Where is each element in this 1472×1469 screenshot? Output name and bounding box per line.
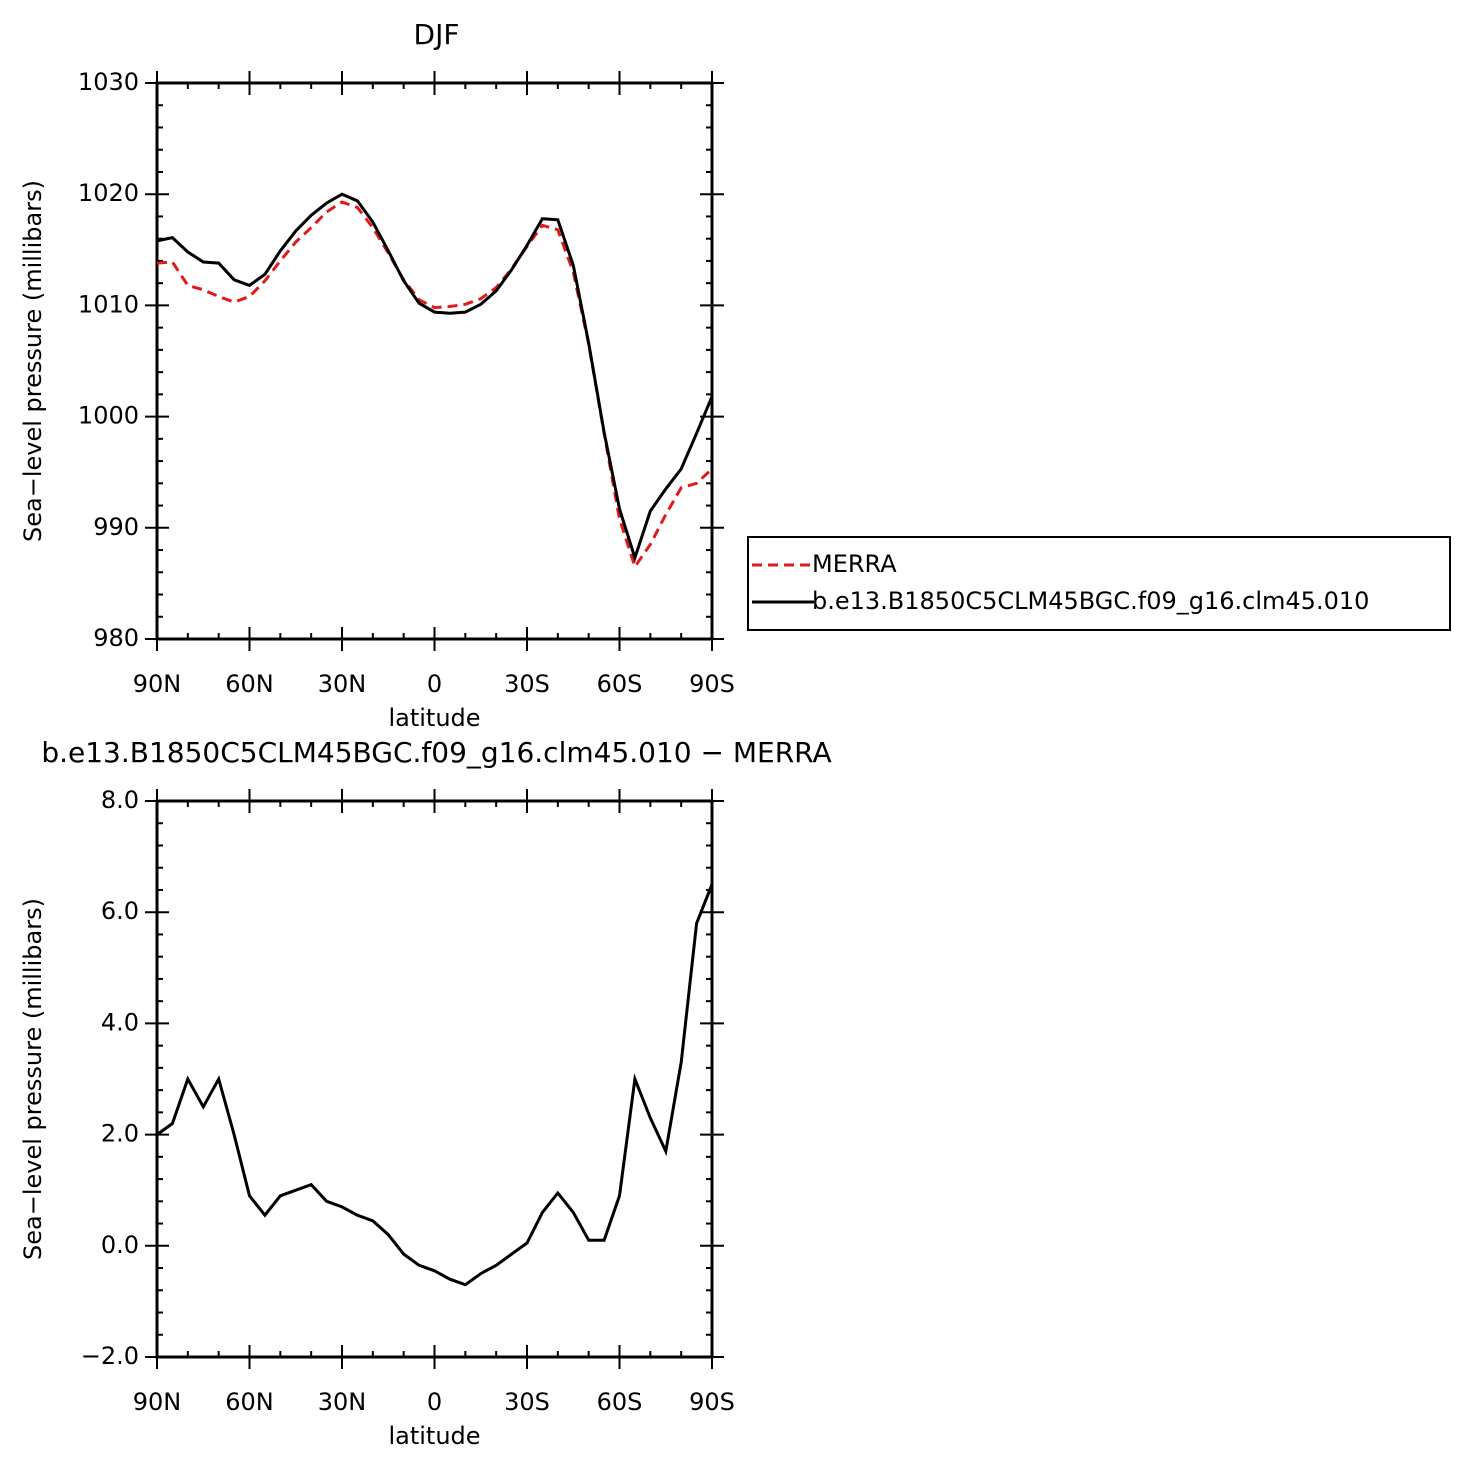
y-tick-label: 6.0	[101, 897, 139, 925]
x-tick-label: 90S	[689, 670, 735, 698]
y-tick-label: 1010	[78, 290, 139, 318]
y-tick-label: 1000	[78, 402, 139, 430]
x-tick-label: 30S	[504, 670, 550, 698]
y-axis-label: Sea−level pressure (millibars)	[19, 898, 47, 1260]
chart-title: b.e13.B1850C5CLM45BGC.f09_g16.clm45.010 …	[41, 736, 831, 769]
legend-label: MERRA	[812, 550, 897, 578]
y-axis-label: Sea−level pressure (millibars)	[19, 180, 47, 542]
plot-frame	[155, 799, 714, 1359]
y-tick-label: 990	[93, 513, 139, 541]
x-tick-label: 30S	[504, 1388, 550, 1416]
x-tick-label: 60N	[225, 1388, 274, 1416]
y-tick-label: 1030	[78, 68, 139, 96]
x-axis-label: latitude	[388, 704, 480, 732]
y-tick-label: −2.0	[81, 1342, 139, 1370]
data-line	[156, 883, 714, 1287]
x-tick-label: 30N	[318, 1388, 367, 1416]
x-tick-label: 60S	[597, 1388, 643, 1416]
x-axis-label: latitude	[388, 1422, 480, 1450]
x-tick-label: 60N	[225, 670, 274, 698]
x-tick-label: 90N	[133, 670, 182, 698]
x-tick-label: 0	[427, 670, 442, 698]
y-tick-label: 2.0	[101, 1120, 139, 1148]
y-tick-label: 4.0	[101, 1008, 139, 1036]
x-tick-label: 90S	[689, 1388, 735, 1416]
plot-frame	[155, 81, 714, 641]
legend-box	[747, 536, 1451, 631]
y-tick-label: 0.0	[101, 1231, 139, 1259]
data-line	[156, 192, 714, 563]
x-tick-label: 60S	[597, 670, 643, 698]
y-tick-label: 1020	[78, 179, 139, 207]
legend-label: b.e13.B1850C5CLM45BGC.f09_g16.clm45.010	[812, 587, 1369, 615]
y-tick-label: 980	[93, 624, 139, 652]
x-tick-label: 0	[427, 1388, 442, 1416]
chart-title: DJF	[414, 18, 460, 51]
y-tick-label: 8.0	[101, 786, 139, 814]
data-line	[156, 200, 714, 571]
x-tick-label: 30N	[318, 670, 367, 698]
x-tick-label: 90N	[133, 1388, 182, 1416]
